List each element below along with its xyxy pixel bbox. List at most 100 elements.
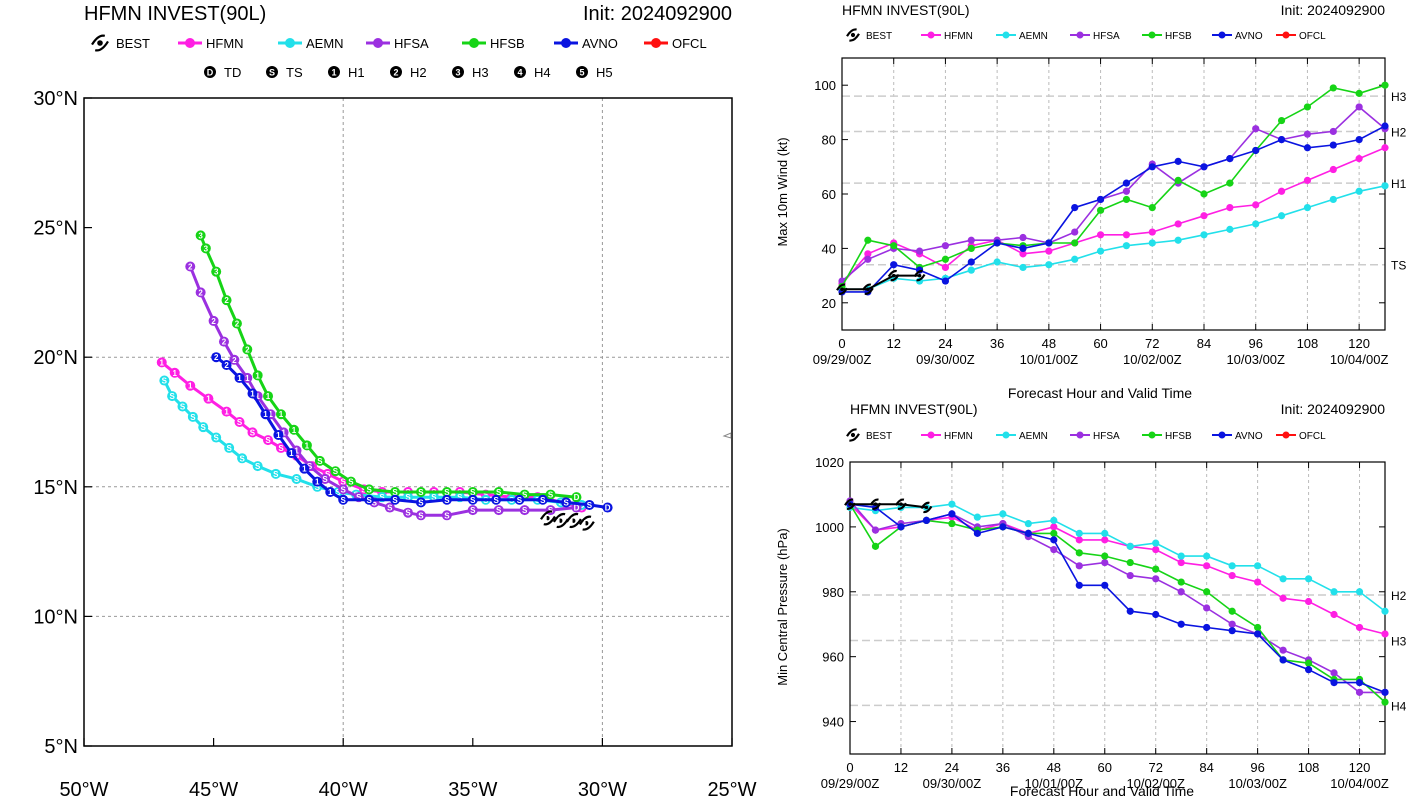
track-avno-point: [537, 494, 548, 505]
legend-hfsa-marker: [1076, 31, 1084, 39]
wind-title: HFMN INVEST(90L): [842, 2, 970, 18]
series-aemn-point: [1329, 195, 1337, 204]
track-aemn-point: [177, 401, 188, 412]
series-avno-point: [973, 529, 981, 537]
track-ticks: 50°W 45°W 40°W 35°W 30°W 25°W 5°N 10°N 15°N 20°N 2…: [33, 88, 756, 800]
threshold-label: H3: [1391, 90, 1407, 104]
track-avno-point: [211, 352, 222, 363]
track-aemn-point-label: S: [190, 413, 196, 422]
legend-ofcl-label: OFCL: [672, 36, 707, 51]
track-aemn-point-label: S: [239, 454, 245, 463]
series-avno-point: [1203, 623, 1211, 632]
series-hfsb-point: [1226, 179, 1234, 187]
track-aemn-point-label: S: [255, 462, 261, 471]
intensity-h4-symbol: [514, 66, 526, 78]
series-hfsa-point: [871, 526, 880, 534]
track-avno-point-label: S: [366, 496, 372, 505]
legend-best-label: BEST: [116, 36, 150, 51]
series-avno-point: [1152, 610, 1160, 619]
series-hfsa-point: [967, 236, 975, 244]
track-aemn-point: [159, 375, 170, 386]
series-aemn-point: [1148, 239, 1156, 247]
track-avno-point-label: 1: [289, 449, 294, 458]
legend-hfmn-label: HFMN: [944, 31, 973, 42]
track-hfsb-point-label: 1: [266, 392, 271, 401]
track-hfsb-point: [231, 318, 242, 329]
track-avno-point: [441, 494, 452, 505]
track-hfsb-point-label: S: [496, 488, 502, 497]
track-hfsa-point: [185, 261, 196, 272]
track-hfmn-point: [234, 417, 245, 427]
series-hfmn-point: [1050, 523, 1058, 531]
date-label: 10/04/00Z: [1330, 352, 1389, 367]
series-aemn-point: [973, 513, 981, 521]
series-aemn-point: [1355, 588, 1364, 596]
series-aemn-point: [1381, 182, 1389, 190]
track-hfmn-point-label: 1: [172, 369, 177, 378]
track-avno-point: [286, 448, 297, 459]
legend-ofcl-label: OFCL: [1299, 31, 1326, 42]
series-hfsb-line: [849, 503, 1386, 703]
legend-hfsa-label: HFSA: [1093, 431, 1120, 442]
xtick-label: 108: [1298, 760, 1320, 775]
legend-best-label: BEST: [866, 31, 892, 42]
threshold-label: H3: [1391, 634, 1407, 648]
intensity-h4-label: H4: [534, 65, 551, 80]
xtick-label: 0: [838, 336, 845, 351]
series-hfmn-point: [941, 263, 950, 272]
series-hfmn-line: [849, 503, 1386, 635]
series-hfsb-point: [1329, 84, 1337, 92]
track-xtick-label: 50°W: [59, 779, 108, 800]
track-ytick-label: 25°N: [33, 218, 78, 240]
series-hfsa-point: [1330, 669, 1338, 677]
track-hfsb-point-label: 3: [198, 231, 203, 240]
series-aemn-point: [1330, 588, 1338, 596]
track-hfsb-point-label: S: [444, 488, 450, 497]
series-hfsb-point: [1254, 623, 1262, 632]
series-avno-point: [1303, 144, 1312, 152]
track-avno-point-label: S: [517, 496, 523, 505]
series-aemn-point: [1126, 542, 1134, 550]
series-avno-point: [1075, 581, 1083, 589]
track-hfsa-point-label: S: [522, 506, 528, 515]
track-hfsb-point: [493, 486, 504, 497]
series-hfsa-point: [1126, 571, 1134, 580]
date-label: 09/30/00Z: [923, 776, 982, 791]
series-aemn-line: [849, 503, 1386, 612]
track-hfsb-point-label: S: [392, 488, 398, 497]
track-legend-models: BEST HFMN AEMN HFSA HFSB AVNO OFCL: [91, 34, 707, 52]
track-hfsb-point-label: 1: [255, 371, 260, 380]
xtick-label: 72: [1148, 760, 1162, 775]
track-aemn-point-label: S: [180, 402, 186, 411]
series-avno-point: [1254, 630, 1262, 638]
series-aemn-line: [842, 185, 1386, 291]
track-hfsb-point: [415, 486, 426, 497]
track-hfsb-point: [545, 489, 556, 500]
track-hfsb-point-label: S: [522, 491, 528, 500]
track-hfsb-point-label: S: [333, 467, 339, 476]
legend-aemn-marker: [1002, 31, 1010, 39]
legend-best-label: BEST: [866, 431, 892, 442]
legend-hfsb-marker: [469, 38, 479, 48]
series-avno-point: [1381, 122, 1389, 130]
series-avno-line: [842, 125, 1386, 293]
track-aemn-point: [211, 432, 222, 443]
track-xtick-label: 30°W: [578, 779, 627, 800]
track-hfsa-point: [441, 510, 452, 521]
series-hfsb-point: [864, 236, 872, 244]
ytick-label: 980: [822, 585, 844, 600]
track-hfsb-point-label: 3: [204, 244, 209, 253]
series-hfsb-point: [1228, 607, 1236, 615]
series-hfsa-point: [1177, 588, 1185, 596]
series-avno-point: [941, 277, 950, 285]
intensity-ts-symbol: [266, 66, 278, 78]
series-aemn-point: [1381, 607, 1389, 615]
track-hfsa-point-label: S: [418, 511, 424, 520]
track-aemn-point-label: S: [315, 483, 321, 492]
xtick-label: 48: [1042, 336, 1056, 351]
series-aemn-point: [1279, 575, 1287, 583]
track-avno-point-label: S: [493, 496, 499, 505]
track-hfsa-point: [320, 474, 331, 485]
series-hfsa-point: [1050, 546, 1058, 554]
